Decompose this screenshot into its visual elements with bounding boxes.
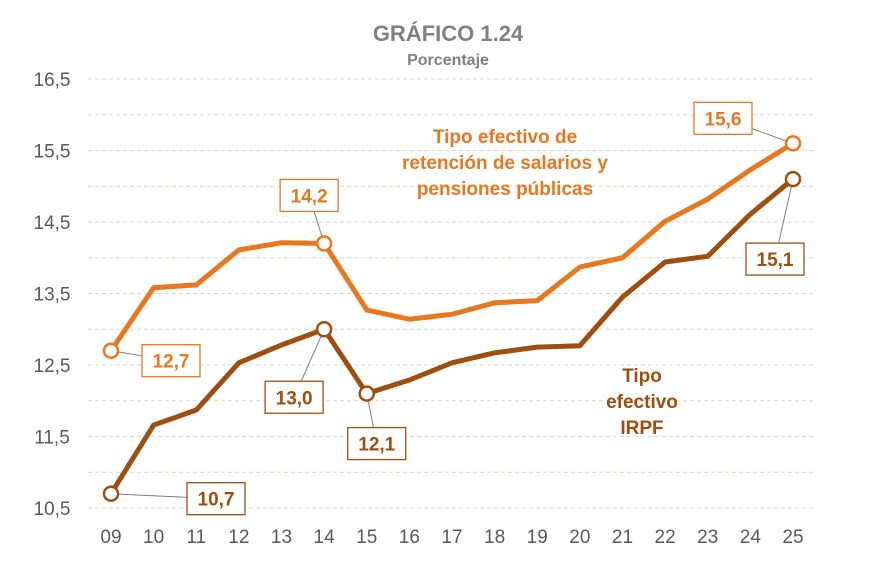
annotation-label: 13,0 (276, 388, 313, 409)
series-label: pensiones públicas (417, 179, 593, 200)
y-tick-label: 14,5 (34, 213, 71, 234)
x-tick-label: 17 (441, 527, 462, 548)
annotated-point-marker (315, 321, 333, 338)
x-tick-label: 20 (569, 527, 590, 548)
series-line (108, 141, 795, 353)
y-tick-label: 12,5 (34, 356, 71, 377)
annotation-box (141, 344, 201, 378)
x-tick-label: 19 (527, 527, 548, 548)
annotation-label: 15,6 (705, 109, 742, 130)
x-tick-label: 24 (740, 527, 762, 548)
annotated-point-marker (102, 342, 120, 359)
series-label: Tipo efectivo de (433, 127, 577, 148)
x-tick-label: 12 (228, 527, 249, 548)
series-label: efectivo (606, 392, 678, 413)
annotated-point-marker (784, 135, 802, 152)
annotation-label: 14,2 (291, 186, 328, 207)
x-tick-label: 21 (612, 527, 633, 548)
series-label: Tipo (622, 366, 662, 387)
y-tick-label: 10,5 (34, 499, 71, 520)
x-tick-label: 09 (100, 527, 121, 548)
annotated-point-marker (102, 485, 120, 502)
annotation-label: 12,7 (153, 352, 190, 373)
annotation-box (279, 178, 339, 213)
x-tick-label: 13 (271, 527, 292, 548)
x-tick-label: 11 (186, 527, 206, 548)
x-tick-label: 14 (314, 527, 336, 548)
annotation-box (693, 101, 753, 135)
chart-title: GRÁFICO 1.24 (373, 21, 524, 46)
annotation-label: 15,1 (757, 250, 794, 271)
y-tick-label: 11,5 (34, 428, 70, 449)
annotated-point-marker (315, 235, 333, 252)
y-tick-label: 13,5 (34, 285, 71, 306)
series-label: retención de salarios y (402, 153, 608, 174)
x-tick-label: 23 (697, 527, 718, 548)
x-tick-label: 10 (143, 527, 164, 548)
annotated-point-marker (358, 385, 375, 402)
x-tick-label: 15 (356, 527, 377, 548)
annotation-box (745, 242, 805, 276)
annotation-label: 10,7 (198, 490, 235, 511)
annotation-label: 12,1 (358, 435, 395, 456)
annotation-box (186, 482, 246, 516)
x-tick-label: 22 (655, 527, 676, 548)
annotated-point-marker (784, 170, 802, 188)
series-line (108, 177, 795, 496)
annotation-box (347, 426, 407, 461)
y-tick-label: 16,5 (34, 70, 71, 91)
x-tick-label: 18 (484, 527, 505, 548)
x-tick-label: 16 (399, 527, 420, 548)
series-label: IRPF (620, 418, 663, 439)
y-tick-label: 15,5 (34, 142, 71, 163)
chart-subtitle: Porcentaje (407, 52, 489, 69)
x-tick-label: 25 (782, 527, 803, 548)
annotation-box (264, 380, 324, 414)
